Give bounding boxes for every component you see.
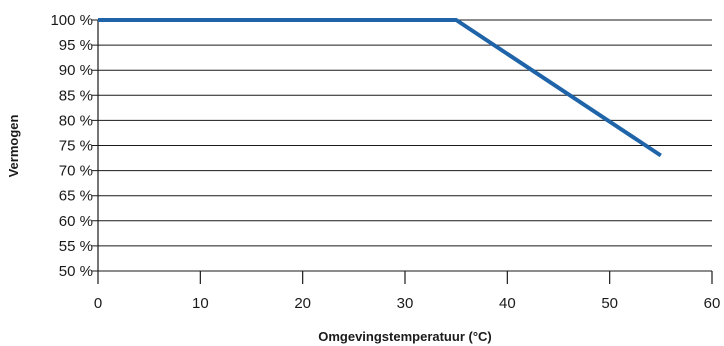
y-tick-label: 65 % (59, 188, 93, 205)
y-tick-label: 75 % (59, 138, 93, 155)
y-tick-label: 80 % (59, 112, 93, 129)
y-tick-label: 100 % (50, 12, 93, 29)
y-tick-label: 55 % (59, 238, 93, 255)
y-tick-label: 70 % (59, 163, 93, 180)
y-tick-label: 60 % (59, 213, 93, 230)
x-tick-label: 10 (192, 295, 209, 312)
x-tick-label: 50 (601, 295, 618, 312)
y-tick-label: 95 % (59, 37, 93, 54)
y-tick-label: 85 % (59, 87, 93, 104)
y-tick-label: 50 % (59, 263, 93, 280)
tick-labels: 50 % 55 % 60 % 65 % 70 % 75 % 80 % 85 % 90 % 95 %… (50, 12, 720, 312)
grid-lines (92, 19, 712, 272)
x-tick-label: 30 (397, 295, 414, 312)
x-tick-label: 0 (94, 295, 102, 312)
x-tick-label: 20 (294, 295, 311, 312)
x-tick-label: 40 (499, 295, 516, 312)
x-axis-title: Omgevingstemperatuur (°C) (318, 329, 492, 344)
y-axis-title: Vermogen (6, 115, 21, 178)
y-tick-label: 90 % (59, 62, 93, 79)
x-tick-label: 60 (704, 295, 721, 312)
series-layer (98, 18, 662, 158)
series-line (98, 18, 662, 158)
ticks (97, 271, 713, 284)
